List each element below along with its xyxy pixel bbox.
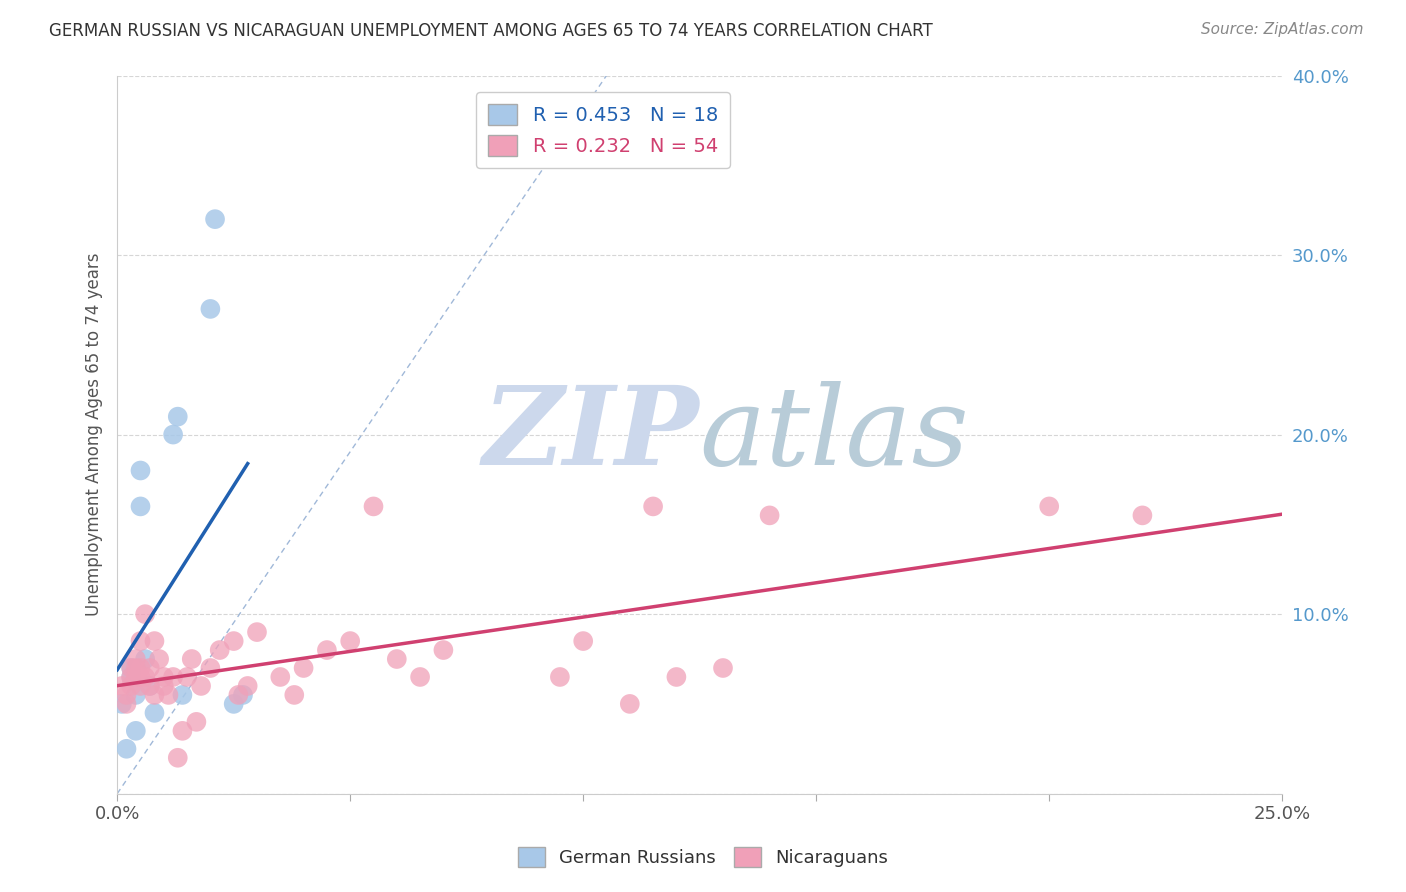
Point bbox=[236, 679, 259, 693]
Point bbox=[129, 661, 152, 675]
Point bbox=[643, 500, 665, 514]
Point bbox=[339, 634, 361, 648]
Legend: R = 0.453   N = 18, R = 0.232   N = 54: R = 0.453 N = 18, R = 0.232 N = 54 bbox=[477, 93, 730, 168]
Text: Source: ZipAtlas.com: Source: ZipAtlas.com bbox=[1201, 22, 1364, 37]
Point bbox=[409, 670, 432, 684]
Point bbox=[200, 661, 222, 675]
Point bbox=[619, 697, 641, 711]
Point bbox=[172, 688, 194, 702]
Point bbox=[172, 723, 194, 738]
Text: GERMAN RUSSIAN VS NICARAGUAN UNEMPLOYMENT AMONG AGES 65 TO 74 YEARS CORRELATION : GERMAN RUSSIAN VS NICARAGUAN UNEMPLOYMEN… bbox=[49, 22, 934, 40]
Point bbox=[315, 643, 337, 657]
Point bbox=[129, 500, 152, 514]
Point bbox=[432, 643, 454, 657]
Point bbox=[139, 679, 162, 693]
Point bbox=[269, 670, 291, 684]
Point bbox=[120, 661, 142, 675]
Point bbox=[125, 652, 148, 666]
Point bbox=[228, 688, 250, 702]
Point bbox=[152, 679, 174, 693]
Point bbox=[246, 625, 269, 640]
Point bbox=[363, 500, 385, 514]
Point bbox=[190, 679, 212, 693]
Point bbox=[665, 670, 688, 684]
Point bbox=[120, 679, 142, 693]
Point bbox=[200, 301, 222, 316]
Point bbox=[120, 670, 142, 684]
Point bbox=[1132, 508, 1154, 523]
Point bbox=[120, 670, 142, 684]
Point bbox=[143, 688, 166, 702]
Point bbox=[125, 670, 148, 684]
Point bbox=[111, 679, 134, 693]
Point bbox=[115, 697, 138, 711]
Point bbox=[166, 751, 188, 765]
Point bbox=[162, 427, 184, 442]
Point bbox=[166, 409, 188, 424]
Point bbox=[143, 706, 166, 720]
Point bbox=[129, 634, 152, 648]
Point bbox=[125, 661, 148, 675]
Point bbox=[111, 697, 134, 711]
Point bbox=[283, 688, 305, 702]
Point bbox=[232, 688, 254, 702]
Point bbox=[115, 741, 138, 756]
Point bbox=[758, 508, 780, 523]
Point bbox=[148, 652, 170, 666]
Text: atlas: atlas bbox=[700, 381, 969, 488]
Point bbox=[125, 688, 148, 702]
Point bbox=[134, 607, 156, 621]
Point bbox=[139, 679, 162, 693]
Point bbox=[711, 661, 734, 675]
Point bbox=[204, 212, 226, 227]
Point bbox=[548, 670, 571, 684]
Point bbox=[180, 652, 202, 666]
Legend: German Russians, Nicaraguans: German Russians, Nicaraguans bbox=[510, 839, 896, 874]
Point bbox=[385, 652, 408, 666]
Point bbox=[292, 661, 315, 675]
Point bbox=[572, 634, 595, 648]
Point bbox=[134, 670, 156, 684]
Point bbox=[222, 634, 245, 648]
Point bbox=[157, 688, 180, 702]
Point bbox=[139, 661, 162, 675]
Text: ZIP: ZIP bbox=[484, 381, 700, 488]
Y-axis label: Unemployment Among Ages 65 to 74 years: Unemployment Among Ages 65 to 74 years bbox=[86, 252, 103, 616]
Point bbox=[152, 670, 174, 684]
Point bbox=[115, 688, 138, 702]
Point bbox=[129, 670, 152, 684]
Point bbox=[162, 670, 184, 684]
Point bbox=[143, 634, 166, 648]
Point bbox=[125, 723, 148, 738]
Point bbox=[129, 679, 152, 693]
Point bbox=[186, 714, 208, 729]
Point bbox=[120, 661, 142, 675]
Point bbox=[134, 652, 156, 666]
Point bbox=[129, 463, 152, 477]
Point bbox=[1038, 500, 1060, 514]
Point bbox=[208, 643, 231, 657]
Point bbox=[176, 670, 198, 684]
Point bbox=[222, 697, 245, 711]
